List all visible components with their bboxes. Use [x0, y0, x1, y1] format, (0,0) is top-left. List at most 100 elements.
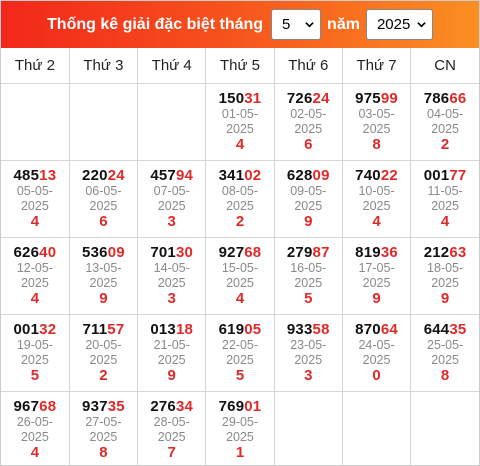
day-cell: 01318 21-05- 2025 9 [137, 314, 207, 392]
day-cell: 92768 15-05- 2025 4 [205, 237, 275, 315]
prize-number: 72624 [275, 90, 342, 107]
prize-number: 22024 [70, 167, 137, 184]
day-cell: 97599 03-05- 2025 8 [341, 83, 412, 161]
draw-date: 22-05- [221, 338, 259, 352]
prize-number: 48513 [1, 167, 69, 184]
day-cell: 81936 17-05- 2025 9 [341, 237, 412, 315]
prize-number-tail: 87 [312, 244, 330, 261]
day-cell: 72624 02-05- 2025 6 [273, 83, 343, 161]
prize-number-prefix: 933 [286, 321, 313, 338]
day-cell: 27987 16-05- 2025 5 [273, 237, 343, 315]
prize-number-tail: 09 [312, 167, 330, 184]
empty-day-cell [341, 391, 412, 465]
draw-date: 20-05- [85, 338, 122, 352]
digit-total: 7 [167, 444, 176, 461]
draw-date: 07-05- [153, 184, 190, 198]
prize-number-prefix: 628 [286, 167, 313, 184]
draw-date: 04-05- [427, 107, 464, 121]
draw-year: 2025 [89, 199, 118, 213]
draw-date: 03-05- [358, 107, 395, 121]
year-select[interactable]: 2025 [365, 9, 433, 40]
draw-year: 2025 [226, 276, 254, 290]
draw-date: 12-05- [16, 261, 53, 275]
day-cell: 93735 27-05- 2025 8 [68, 391, 139, 465]
prize-number-tail: 68 [39, 398, 57, 415]
weekday-header: Thứ 4 [137, 48, 207, 84]
digit-total: 5 [304, 290, 313, 307]
draw-year: 2025 [20, 276, 49, 290]
day-cell: 21263 18-05- 2025 9 [410, 237, 479, 315]
month-select[interactable]: 5 [271, 9, 322, 40]
draw-year: 2025 [89, 276, 118, 290]
prize-number: 21263 [411, 244, 479, 261]
empty-day-cell [273, 391, 343, 465]
digit-total: 4 [30, 290, 40, 307]
prize-number-prefix: 150 [218, 90, 245, 107]
day-cell: 76901 29-05- 2025 1 [205, 391, 275, 465]
year-value: 2025 [376, 16, 411, 33]
digit-total: 4 [372, 213, 381, 230]
prize-number-prefix: 927 [218, 244, 245, 261]
prize-number: 96768 [1, 398, 69, 415]
prize-number-prefix: 457 [150, 167, 176, 184]
prize-number-tail: 24 [107, 167, 125, 184]
weekday-header: Thứ 7 [341, 48, 412, 84]
day-cell: 78666 04-05- 2025 2 [410, 83, 479, 161]
digit-total: 4 [30, 213, 40, 230]
prize-number-prefix: 619 [218, 321, 245, 338]
prize-number-tail: 94 [175, 167, 194, 184]
weekday-header: Thứ 6 [273, 48, 343, 84]
prize-number-prefix: 937 [82, 398, 108, 415]
prize-number-tail: 66 [449, 90, 467, 107]
draw-year: 2025 [362, 122, 391, 136]
prize-number: 74022 [343, 167, 410, 184]
prize-number-prefix: 220 [82, 167, 108, 184]
draw-year: 2025 [226, 353, 254, 367]
draw-date: 01-05- [221, 107, 259, 121]
day-cell: 96768 26-05- 2025 4 [1, 391, 70, 465]
digit-total: 1 [235, 444, 245, 461]
prize-number: 97599 [343, 90, 410, 107]
draw-year: 2025 [157, 430, 186, 444]
prize-number-tail: 05 [244, 321, 262, 338]
week-row: 00132 19-05- 2025 5 71157 20-05- 2025 2 01318 21-… [1, 314, 479, 392]
digit-total: 9 [440, 290, 450, 307]
prize-number: 62809 [275, 167, 342, 184]
prize-number-tail: 22 [380, 167, 398, 184]
prize-number: 87064 [343, 321, 410, 338]
prize-number-tail: 02 [244, 167, 262, 184]
prize-number-tail: 18 [175, 321, 194, 338]
prize-number-prefix: 870 [355, 321, 381, 338]
digit-total: 6 [99, 213, 108, 230]
week-row: 96768 26-05- 2025 4 93735 27-05- 2025 8 27634 28-… [1, 391, 479, 465]
prize-number-tail: 34 [175, 398, 194, 415]
digit-total: 9 [167, 367, 176, 384]
draw-year: 2025 [431, 353, 459, 367]
draw-year: 2025 [431, 199, 459, 213]
prize-number-prefix: 701 [150, 244, 176, 261]
prize-number-tail: 13 [39, 167, 57, 184]
prize-number-tail: 24 [312, 90, 330, 107]
draw-date: 29-05- [221, 415, 259, 429]
weekday-header: Thứ 2 [1, 48, 70, 84]
digit-total: 5 [235, 367, 245, 384]
draw-year: 2025 [362, 353, 391, 367]
draw-year: 2025 [226, 199, 254, 213]
prize-number-tail: 63 [449, 244, 467, 261]
prize-number: 61905 [206, 321, 273, 338]
day-cell: 27634 28-05- 2025 7 [137, 391, 207, 465]
day-cell: 45794 07-05- 2025 3 [137, 160, 207, 238]
digit-total: 6 [304, 136, 313, 153]
draw-date: 10-05- [358, 184, 395, 198]
draw-year: 2025 [226, 430, 254, 444]
digit-total: 3 [167, 290, 176, 307]
day-cell: 48513 05-05- 2025 4 [1, 160, 70, 238]
day-cell: 22024 06-05- 2025 6 [68, 160, 139, 238]
prize-number-tail: 68 [244, 244, 262, 261]
draw-year: 2025 [226, 122, 254, 136]
draw-date: 11-05- [427, 184, 463, 198]
prize-number-prefix: 740 [355, 167, 381, 184]
weekday-header: Thứ 3 [68, 48, 139, 84]
day-cell: 87064 24-05- 2025 0 [341, 314, 412, 392]
prize-number-tail: 32 [39, 321, 57, 338]
